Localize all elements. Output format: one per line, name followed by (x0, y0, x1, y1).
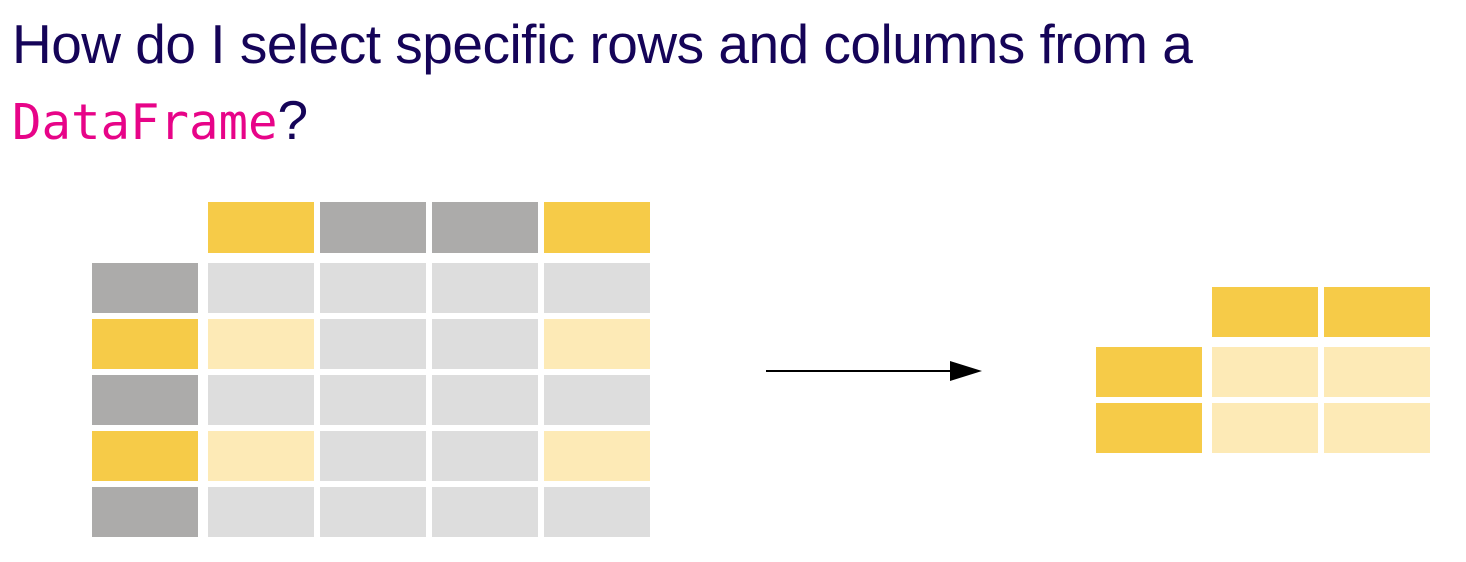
row-header-5 (92, 487, 198, 537)
row-header-3 (92, 375, 198, 425)
table-cell-r4-c1 (208, 431, 314, 481)
result-row-header-1 (1096, 347, 1202, 397)
table-cell-r2-c4 (544, 319, 650, 369)
column-header-1 (208, 202, 314, 253)
column-header-3 (432, 202, 538, 253)
table-cell-r3-c4 (544, 375, 650, 425)
result-cell-r2-c2 (1324, 403, 1430, 453)
table-cell-r1-c4 (544, 263, 650, 313)
table-cell-r5-c4 (544, 487, 650, 537)
table-cell-r4-c2 (320, 431, 426, 481)
column-header-2 (320, 202, 426, 253)
title-code-dataframe: DataFrame (12, 94, 278, 151)
table-cell-r2-c1 (208, 319, 314, 369)
table-cell-r5-c3 (432, 487, 538, 537)
table-cell-r1-c1 (208, 263, 314, 313)
table-cell-r2-c3 (432, 319, 538, 369)
table-cell-r5-c2 (320, 487, 426, 537)
result-cell-r1-c1 (1212, 347, 1318, 397)
table-cell-r1-c3 (432, 263, 538, 313)
arrow-right-icon (766, 361, 982, 381)
table-cell-r4-c4 (544, 431, 650, 481)
result-column-header-2 (1324, 287, 1430, 337)
column-header-4 (544, 202, 650, 253)
result-cell-r1-c2 (1324, 347, 1430, 397)
result-cell-r2-c1 (1212, 403, 1318, 453)
result-column-header-1 (1212, 287, 1318, 337)
table-cell-r2-c2 (320, 319, 426, 369)
row-header-1 (92, 263, 198, 313)
table-cell-r5-c1 (208, 487, 314, 537)
title-text: How do I select specific rows and column… (12, 13, 1193, 75)
table-cell-r1-c2 (320, 263, 426, 313)
title-question-mark: ? (277, 89, 309, 151)
table-cell-r3-c3 (432, 375, 538, 425)
result-row-header-2 (1096, 403, 1202, 453)
table-cell-r3-c1 (208, 375, 314, 425)
table-cell-r3-c2 (320, 375, 426, 425)
page-title: How do I select specific rows and column… (12, 6, 1452, 161)
row-header-2 (92, 319, 198, 369)
table-cell-r4-c3 (432, 431, 538, 481)
row-header-4 (92, 431, 198, 481)
arrow-head (950, 361, 982, 381)
